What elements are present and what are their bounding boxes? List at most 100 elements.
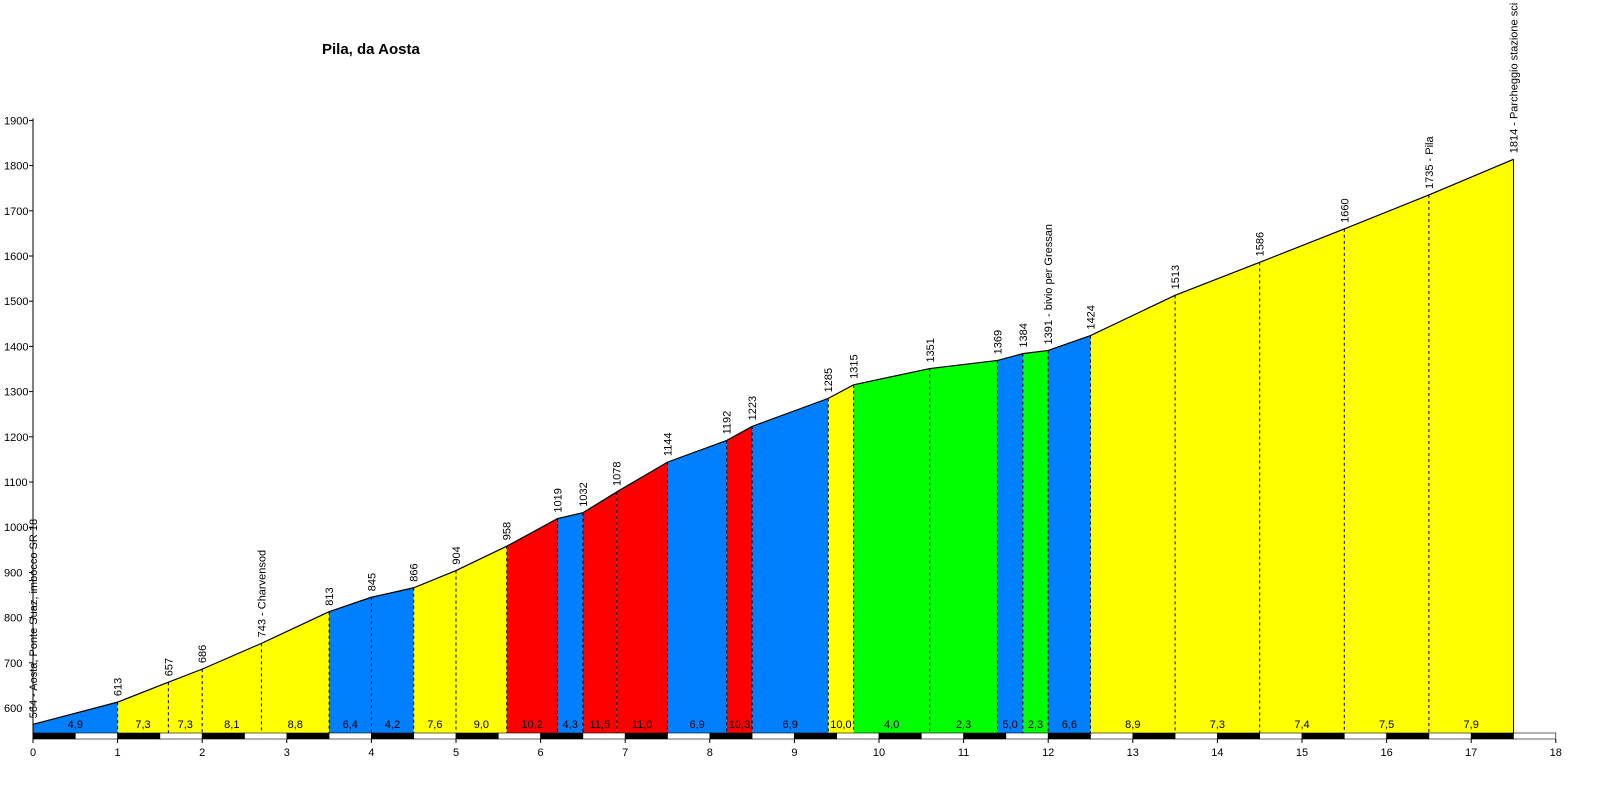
altitude-label: 564 - Aosta, Ponte Suaz, imbocco SR 18 <box>28 519 40 718</box>
y-tick-label: 700 <box>4 658 22 670</box>
gradient-label: 7,9 <box>1464 719 1479 731</box>
segment-fill <box>616 462 668 733</box>
gradient-label: 6,4 <box>343 719 358 731</box>
gradient-label: 5,0 <box>1002 719 1017 731</box>
x-tick-label: 14 <box>1211 747 1223 759</box>
scale-bar-cell <box>963 732 1007 740</box>
x-tick-label: 2 <box>199 747 205 759</box>
x-tick-label: 0 <box>30 747 36 759</box>
y-tick-label: 1500 <box>4 296 28 308</box>
y-axis: 600 700 800 900 1000 1100 1200 1300 1400 1500 1600… <box>4 115 34 739</box>
x-tick-label: 12 <box>1042 747 1054 759</box>
x-tick-label: 1 <box>115 747 121 759</box>
gradient-label: 10,3 <box>729 719 750 731</box>
km-divider-lines <box>117 194 1430 733</box>
altitude-label: 1384 <box>1018 323 1030 347</box>
gradient-label: 6,9 <box>783 719 798 731</box>
segment-fill <box>168 669 203 733</box>
y-tick-label: 600 <box>4 703 22 715</box>
segment-fill <box>1428 159 1514 734</box>
altitude-label: 657 <box>163 658 175 676</box>
altitude-label: 813 <box>324 587 336 605</box>
altitude-label: 866 <box>409 563 421 581</box>
segment-fill <box>371 587 414 733</box>
segment-fill <box>997 353 1023 733</box>
scale-bar-cell <box>159 732 203 740</box>
segment-fill <box>557 512 583 733</box>
scale-bar-cell <box>1386 732 1430 740</box>
x-tick-label: 8 <box>707 747 713 759</box>
scale-bar-cell <box>794 732 838 740</box>
gradient-label: 10,2 <box>521 719 542 731</box>
altitude-label: 1660 <box>1339 198 1351 222</box>
altitude-label: 1078 <box>612 461 624 485</box>
x-axis: 0 1 2 3 4 5 6 7 8 9 10 11 12 13 14 15 16 17 18 <box>30 739 1562 759</box>
gradient-label: 10,0 <box>830 719 851 731</box>
scale-bar-cell <box>75 732 118 740</box>
scale-bar-cell <box>1005 732 1049 740</box>
gradient-label: 8,9 <box>1125 719 1140 731</box>
scale-bar-cell <box>286 732 330 740</box>
scale-bar-cell <box>878 732 922 740</box>
scale-bar-cell <box>328 732 372 740</box>
x-tick-label: 18 <box>1550 747 1562 759</box>
x-tick-label: 3 <box>284 747 290 759</box>
segment-fill <box>752 398 829 733</box>
segment-fill <box>1022 350 1049 733</box>
profile-line <box>32 158 1514 725</box>
scale-bar-cell <box>497 732 541 740</box>
segment-fill <box>1259 228 1345 733</box>
scale-bar-cell <box>1428 732 1472 740</box>
scale-bar-cell <box>1301 732 1345 740</box>
scale-bar-cell <box>582 732 626 740</box>
scale-bar-cell <box>540 732 584 740</box>
scale-bar-cell <box>244 732 288 740</box>
altitude-label: 1513 <box>1170 265 1182 289</box>
scale-bar-cell <box>1132 732 1176 740</box>
gradient-label: 7,6 <box>427 719 442 731</box>
scale-bar-cell <box>1259 732 1303 740</box>
segment-fill <box>582 491 617 733</box>
altitude-label: 1019 <box>553 488 565 512</box>
scale-bar-cell <box>1174 732 1218 740</box>
altitude-label: 1424 <box>1086 305 1098 329</box>
altitude-label: 1391 - bivio per Gressan <box>1043 224 1055 344</box>
y-tick-label: 1800 <box>4 161 28 173</box>
segment-fills <box>33 159 1514 734</box>
gradient-label: 11,0 <box>632 719 653 731</box>
scale-bar-cell <box>1047 732 1091 740</box>
gradient-label: 2,3 <box>956 719 971 731</box>
altitude-label: 1315 <box>849 354 861 378</box>
gradient-label: 7,5 <box>1379 719 1394 731</box>
segment-fill <box>1048 335 1091 733</box>
y-tick-label: 1600 <box>4 251 28 263</box>
segment-fill <box>1344 194 1429 734</box>
scale-bar-cell <box>201 732 245 740</box>
scale-bar-cell <box>1513 732 1557 740</box>
segment-fill <box>117 682 169 733</box>
scale-bar-cell <box>920 732 964 740</box>
y-tick-label: 1400 <box>4 341 28 353</box>
distance-scale-bar <box>32 732 1557 740</box>
gradient-label: 7,3 <box>135 719 150 731</box>
gradient-label: 2,3 <box>1028 719 1043 731</box>
gradient-label: 6,6 <box>1062 719 1077 731</box>
segment-fill <box>413 570 456 733</box>
gradient-label: 4,9 <box>68 719 83 731</box>
y-tick-label: 1300 <box>4 387 28 399</box>
x-tick-label: 16 <box>1380 747 1392 759</box>
altitude-labels: 564 - Aosta, Ponte Suaz, imbocco SR 18 61… <box>28 3 1521 718</box>
segment-fill <box>329 597 372 733</box>
altitude-label: 1144 <box>663 432 675 456</box>
altitude-label: 1735 - Pila <box>1424 136 1436 189</box>
gradient-label: 4,0 <box>884 719 899 731</box>
segment-fill <box>929 360 998 733</box>
gradient-label: 11,5 <box>590 719 611 731</box>
scale-bar-cell <box>624 732 668 740</box>
y-tick-label: 1200 <box>4 432 28 444</box>
segment-fill <box>506 518 558 733</box>
scale-bar-cell <box>117 732 161 740</box>
segment-fill <box>667 440 727 733</box>
segment-fill <box>33 702 118 733</box>
